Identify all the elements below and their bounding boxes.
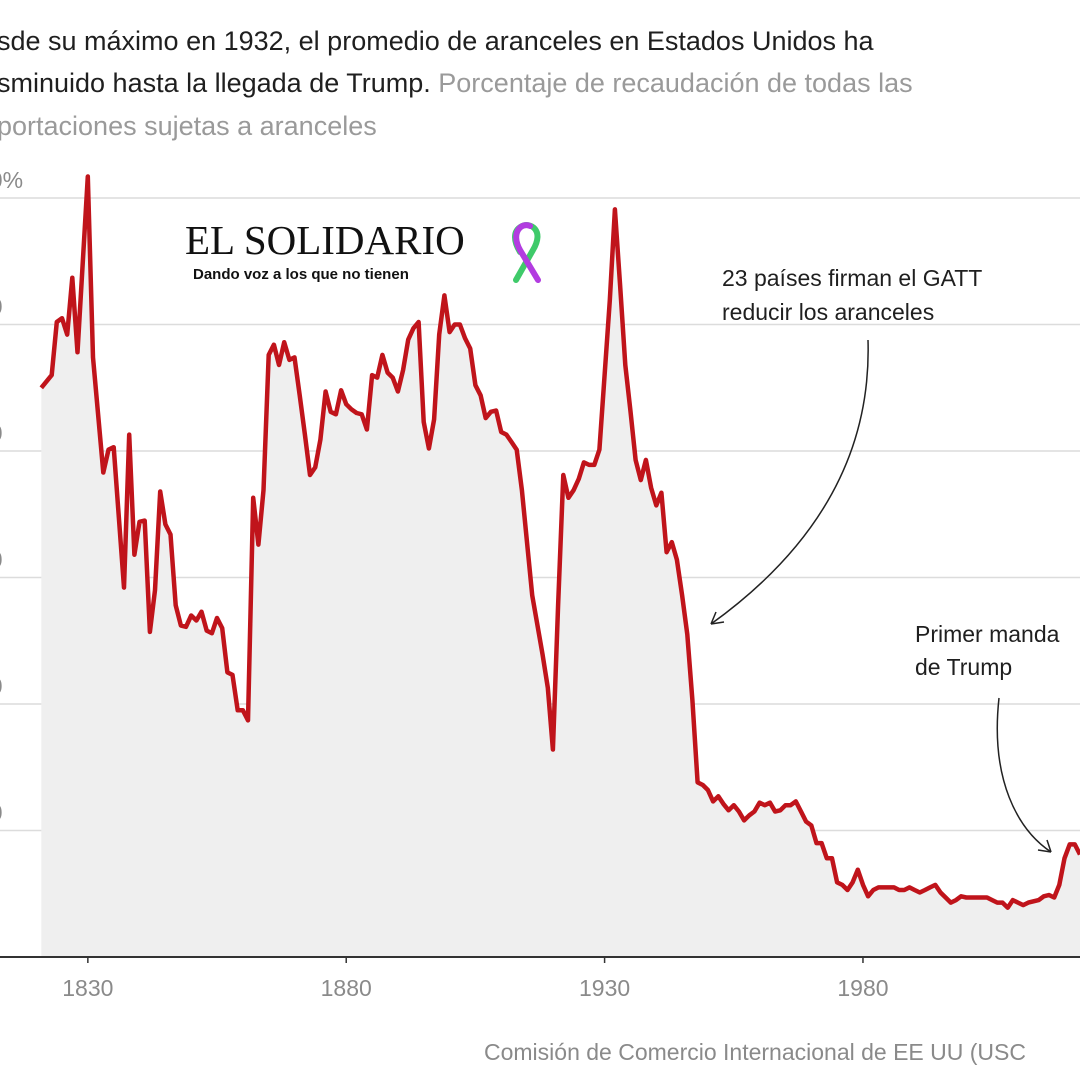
arrow (996, 697, 1052, 853)
annotation: de Trump (915, 654, 1012, 680)
x-tick-label: 1980 (837, 975, 888, 1001)
plot: 0102030405060%18301880193019802030 (0, 167, 1080, 1001)
y-tick-label: 20 (0, 673, 3, 699)
x-tick-label: 1830 (62, 975, 113, 1001)
x-tick-label: 1880 (321, 975, 372, 1001)
arrow-head (1037, 839, 1052, 853)
line (39, 174, 1080, 910)
source: Comisión de Comercio Internacional de EE… (484, 1039, 1026, 1065)
logo-tagline: Dando voz a los que no tienen (193, 266, 409, 283)
chart-subtitle: portaciones sujetas a aranceles (0, 111, 377, 141)
y-tick-label: 40 (0, 420, 3, 446)
chart-title: sde su máximo en 1932, el promedio de ar… (0, 26, 875, 56)
annotation: reducir los aranceles (722, 299, 934, 325)
logo-name: EL SOLIDARIO (185, 217, 465, 263)
y-tick-label: 50 (0, 294, 3, 320)
subtitle-line: portaciones sujetas a aranceles (0, 111, 377, 141)
arrow-head (710, 611, 725, 625)
y-tick-label: 60% (0, 167, 23, 193)
subtitle-line: Porcentaje de recaudación de todas las (438, 68, 912, 98)
title-line: sminuido hasta la llegada de Trump. (0, 68, 431, 98)
annotation-arrows (710, 339, 1052, 853)
x-tick-label: 1930 (579, 975, 630, 1001)
logo-ribbon (512, 222, 541, 283)
arrow (710, 339, 869, 625)
annotation: 23 países firman el GATT (722, 265, 982, 291)
annotation: Primer manda (915, 621, 1060, 647)
y-tick-label: 30 (0, 547, 3, 573)
title-line: sde su máximo en 1932, el promedio de ar… (0, 26, 875, 56)
y-tick-label: 10 (0, 800, 3, 826)
chart-title: sminuido hasta la llegada de Trump. Porc… (0, 68, 913, 98)
